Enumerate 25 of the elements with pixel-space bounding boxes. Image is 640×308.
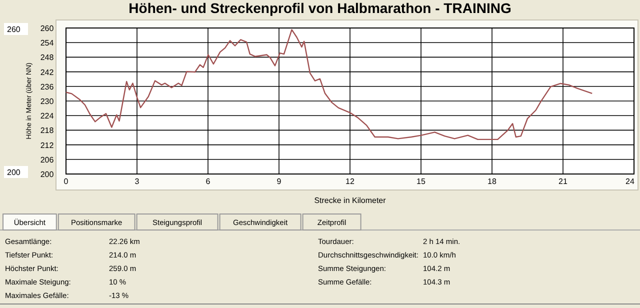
line-series	[65, 29, 593, 140]
y-tick-label: 230	[40, 97, 54, 106]
y-tick-label: 254	[40, 38, 54, 48]
y-tick-label: 248	[40, 53, 54, 62]
text: 200	[7, 168, 21, 177]
y-tick-label: 236	[40, 82, 54, 92]
text: 260	[7, 25, 21, 34]
x-tick-label: 0	[64, 177, 69, 186]
y-tick-label: 212	[40, 140, 54, 150]
x-tick-label: 24	[626, 177, 635, 186]
y-tick-label: 206	[40, 155, 54, 164]
y-tick-label: 200	[40, 170, 54, 179]
x-tick-label: 15	[416, 177, 426, 186]
y-tick-label: 260	[40, 24, 54, 33]
x-axis-title: Strecke in Kilometer	[314, 196, 386, 205]
x-tick-label: 21	[558, 177, 568, 186]
chart-title: Höhen- und Streckenprofil von Halbmarathon - TRAINING	[128, 0, 512, 16]
y-tick-label: 218	[40, 126, 54, 136]
x-tick-label: 12	[346, 177, 355, 186]
y-tick-label: 224	[40, 112, 54, 121]
x-tick-label: 18	[488, 177, 497, 186]
x-tick-label: 6	[206, 177, 211, 186]
y-tick-label: 242	[40, 68, 54, 77]
x-tick-label: 3	[134, 177, 140, 186]
x-tick-label: 9	[276, 177, 282, 186]
